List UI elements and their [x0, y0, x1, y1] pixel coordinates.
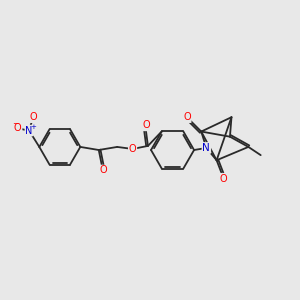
Text: O: O	[14, 124, 22, 134]
Text: +: +	[31, 124, 37, 130]
Text: O: O	[29, 112, 37, 122]
Text: O: O	[99, 166, 107, 176]
Text: O: O	[142, 120, 150, 130]
Text: N: N	[26, 125, 33, 136]
Text: −: −	[13, 119, 19, 128]
Text: O: O	[129, 144, 136, 154]
Text: N: N	[202, 143, 210, 153]
Text: O: O	[220, 174, 228, 184]
Text: O: O	[183, 112, 191, 122]
